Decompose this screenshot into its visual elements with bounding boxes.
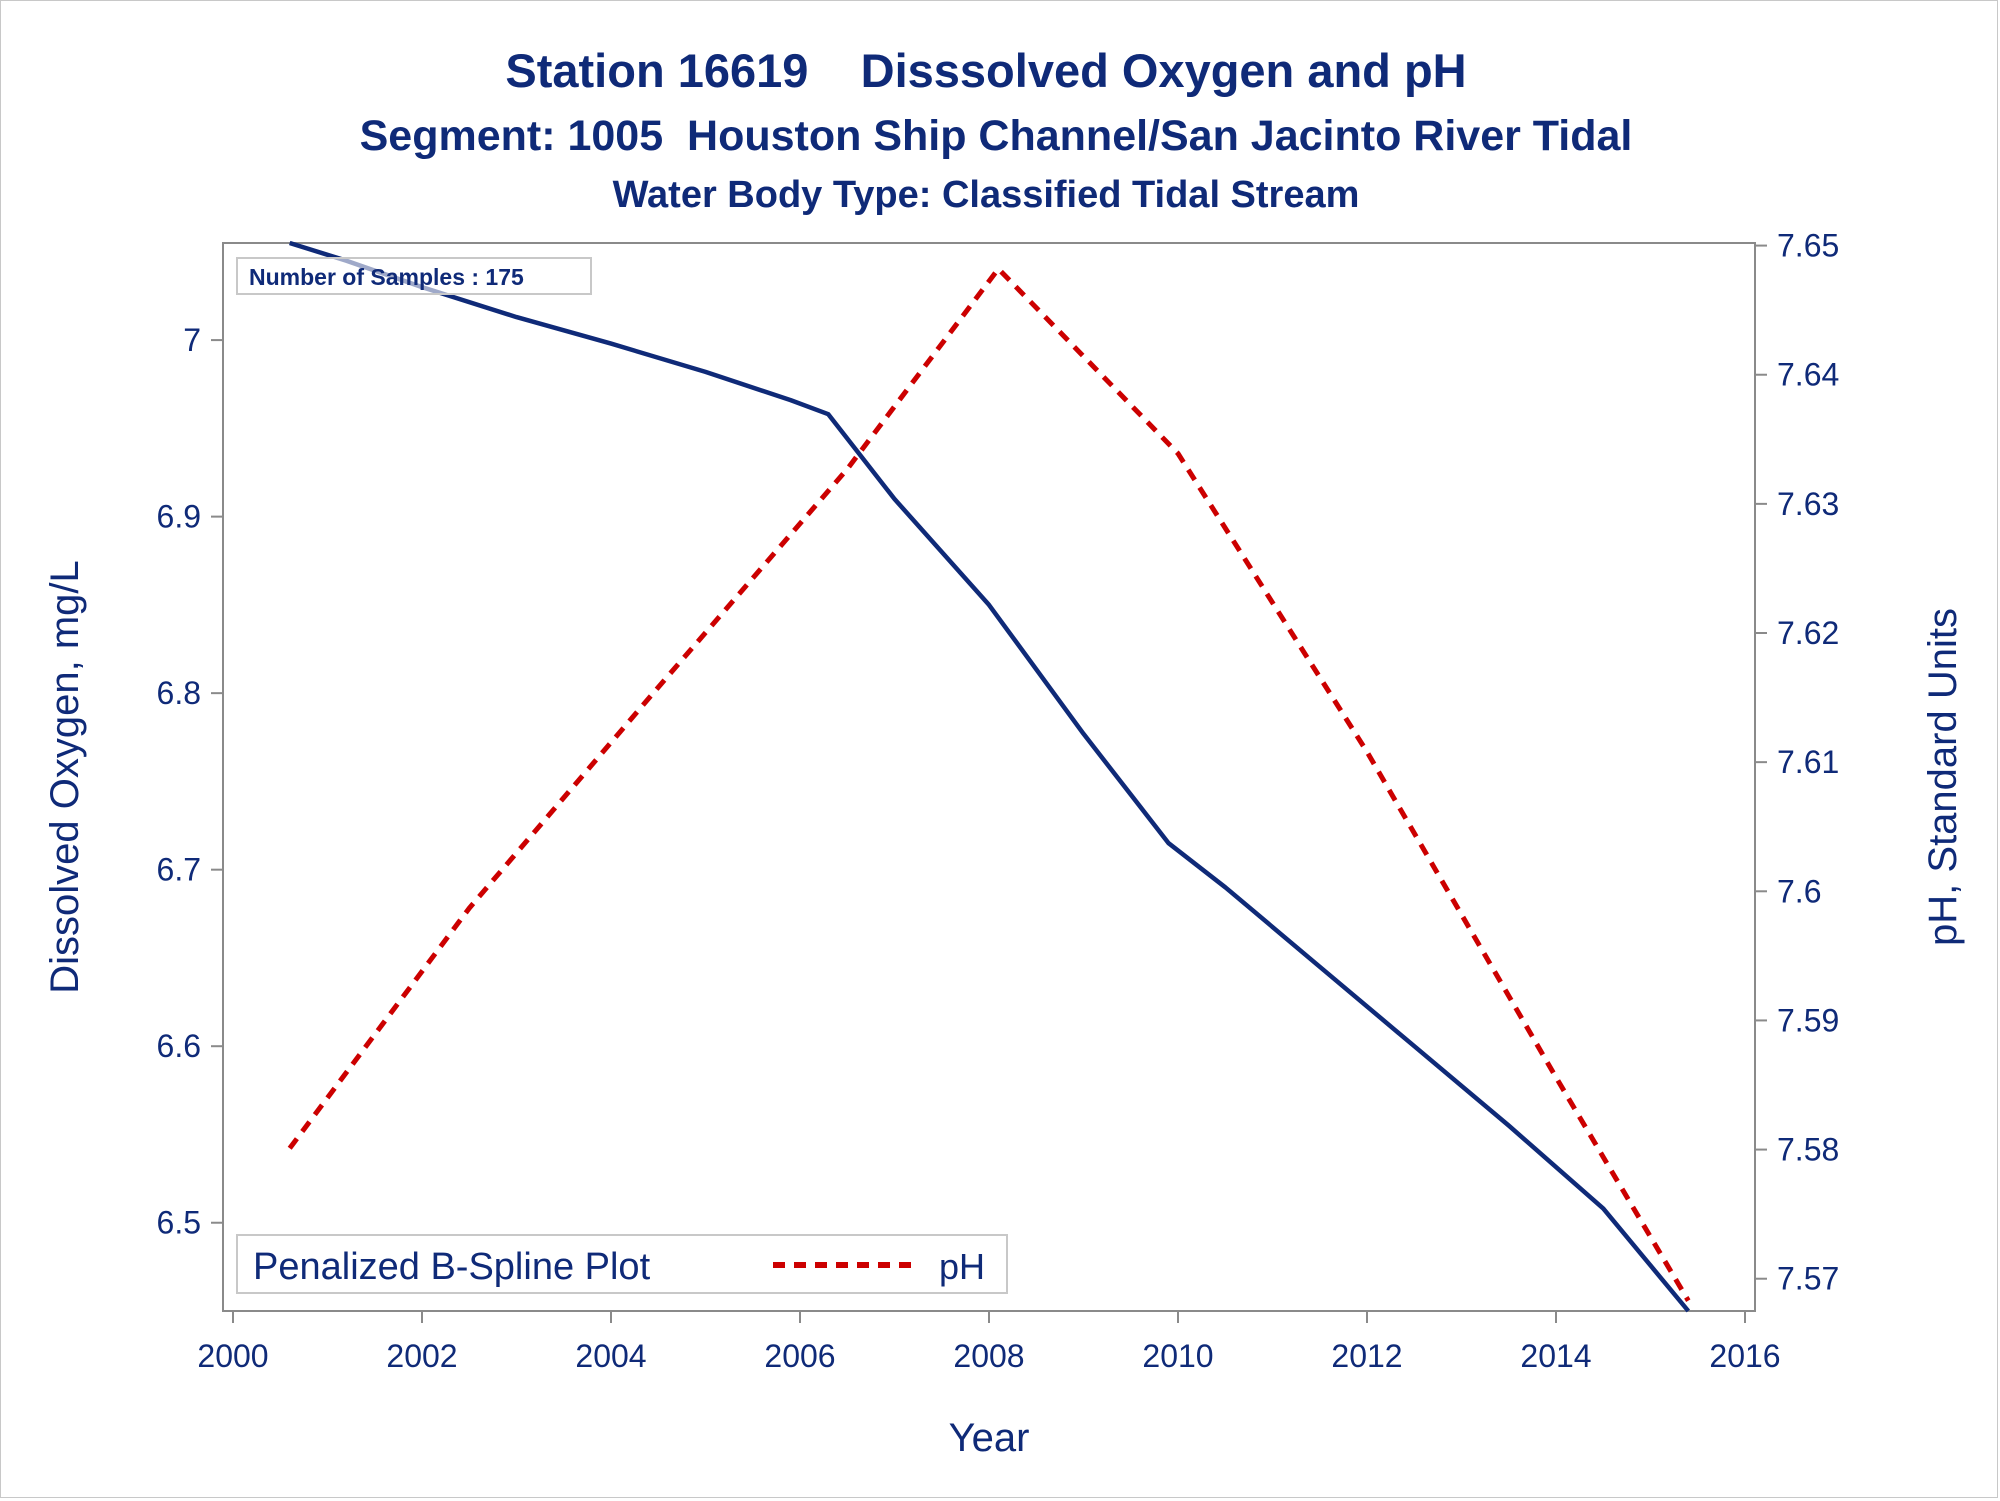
plot-area — [222, 242, 1756, 1312]
y-tick-label-4: 6.9 — [157, 499, 201, 535]
x-axis-label: Year — [949, 1416, 1030, 1460]
y2-axis-label: pH, Standard Units — [1921, 608, 1965, 946]
chart-title: Station 16619 Disssolved Oxygen and pH — [505, 44, 1466, 97]
y2-tick-label-5: 7.62 — [1777, 615, 1839, 651]
y-tick-label-5: 7 — [183, 322, 201, 358]
x-tick-label-0: 2000 — [197, 1338, 268, 1374]
x-tick-label-7: 2014 — [1520, 1338, 1591, 1374]
y2-tick-label-2: 7.59 — [1777, 1002, 1839, 1038]
y2-tick-label-6: 7.63 — [1777, 486, 1839, 522]
y-axis-label: Dissolved Oxygen, mg/L — [43, 560, 87, 994]
dissolved-oxygen-series-line — [289, 240, 1691, 1313]
y-tick-label-2: 6.7 — [157, 852, 201, 888]
chart-subtitle: Segment: 1005 Houston Ship Channel/San J… — [360, 112, 1633, 160]
legend: Penalized B-Spline Plot pH — [236, 1234, 1008, 1294]
x-tick-label-2: 2004 — [575, 1338, 646, 1374]
y-tick-label-1: 6.6 — [157, 1028, 201, 1064]
y2-tick-label-1: 7.58 — [1777, 1132, 1839, 1168]
legend-title: Penalized B-Spline Plot — [253, 1246, 651, 1288]
series-layer — [287, 240, 1691, 1313]
y2-tick-label-3: 7.6 — [1777, 873, 1821, 909]
chart-subtitle-2: Water Body Type: Classified Tidal Stream — [613, 174, 1360, 216]
x-tick-label-8: 2016 — [1709, 1338, 1780, 1374]
x-tick-label-5: 2010 — [1142, 1338, 1213, 1374]
y2-tick-label-8: 7.65 — [1777, 228, 1839, 264]
legend-entry-ph: pH — [939, 1246, 985, 1287]
y-tick-label-0: 6.5 — [157, 1205, 201, 1241]
y2-axis: 7.57 7.58 7.59 7.6 7.61 7.62 7.63 7.64 7.65 — [1755, 228, 1839, 1297]
y2-tick-label-0: 7.57 — [1777, 1261, 1839, 1297]
x-axis: 2000 2002 2004 2006 2008 2010 2012 2014 2016 — [197, 1311, 1781, 1374]
y-axis: 6.5 6.6 6.7 6.8 6.9 7 — [157, 322, 223, 1241]
legend-box — [236, 1234, 1008, 1294]
y-tick-label-3: 6.8 — [157, 675, 201, 711]
sample-count-annotation: Number of Samples : 175 — [249, 264, 524, 290]
y2-tick-label-4: 7.61 — [1777, 744, 1839, 780]
y2-tick-label-7: 7.64 — [1777, 357, 1839, 393]
sample-count-box — [236, 257, 592, 295]
x-tick-label-6: 2012 — [1331, 1338, 1402, 1374]
x-tick-label-4: 2008 — [953, 1338, 1024, 1374]
x-tick-label-1: 2002 — [386, 1338, 457, 1374]
x-tick-label-3: 2006 — [764, 1338, 835, 1374]
